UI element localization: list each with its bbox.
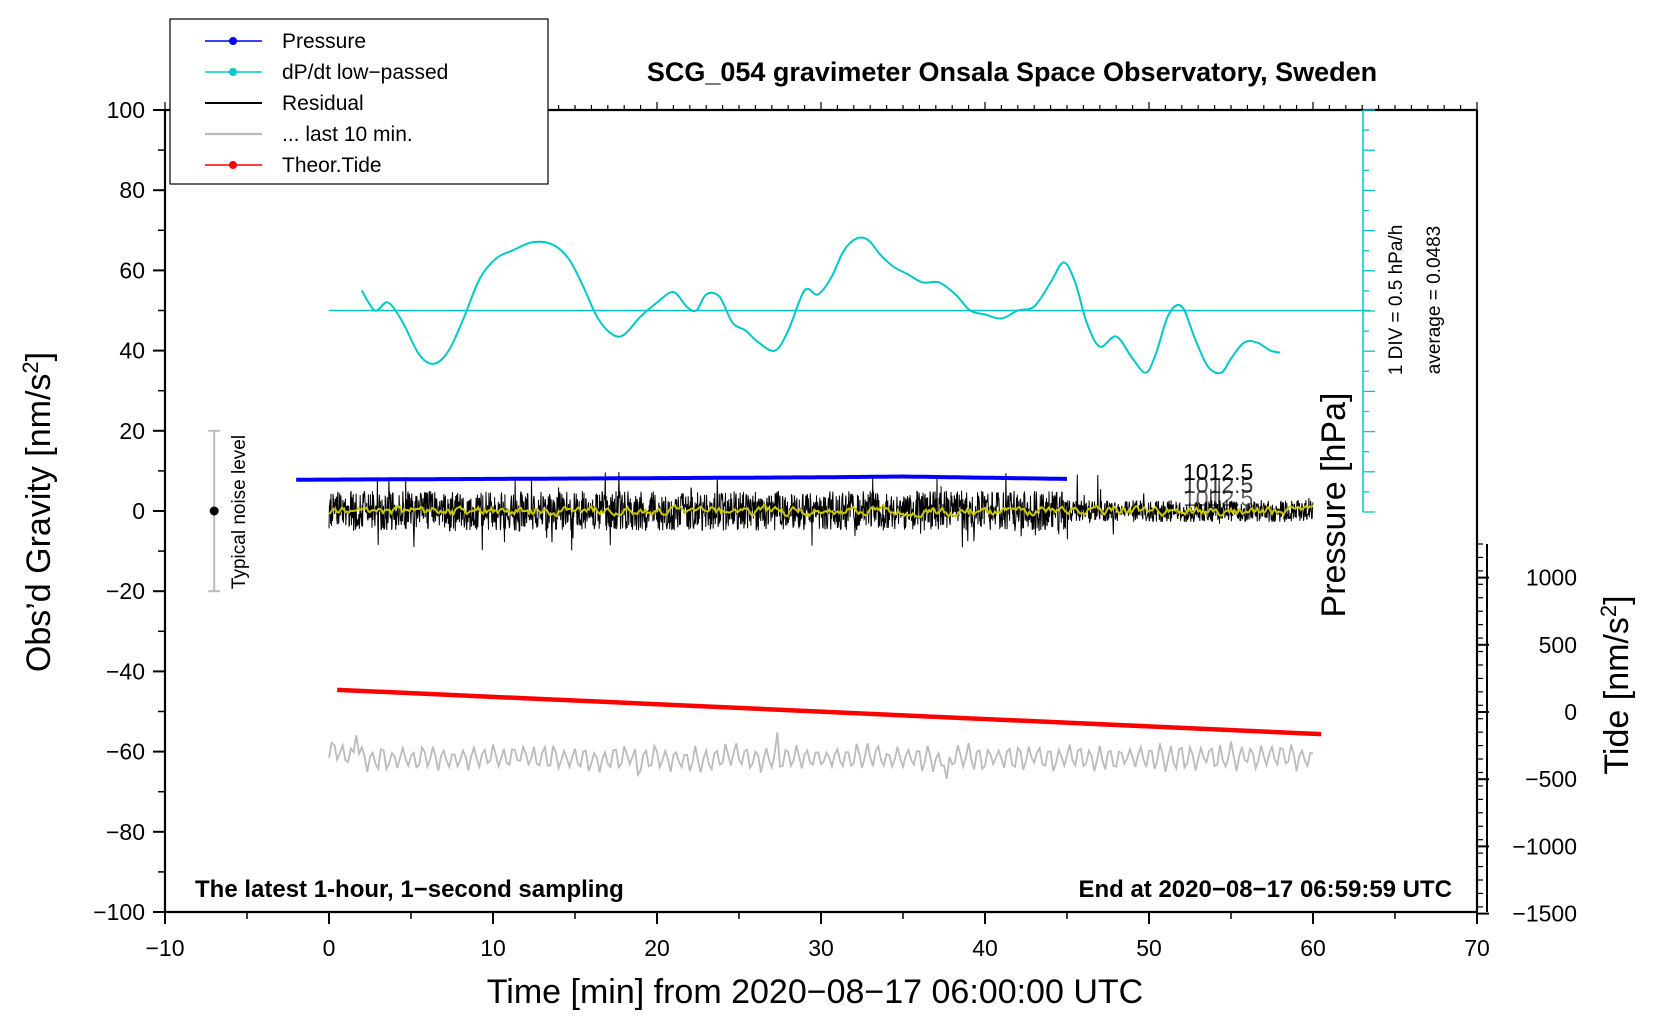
x-tick-label: 40 bbox=[972, 935, 998, 961]
y-tick-label: −60 bbox=[106, 739, 145, 765]
y-tick-label: −100 bbox=[93, 899, 145, 925]
x-tick-label: 50 bbox=[1136, 935, 1162, 961]
tide-tick-label: −1000 bbox=[1512, 833, 1577, 859]
chart-title: SCG_054 gravimeter Onsala Space Observat… bbox=[647, 57, 1377, 87]
tide-tick-label: 1000 bbox=[1526, 565, 1577, 591]
noise-level-indicator bbox=[208, 429, 221, 593]
tide-axis-label-close: ] bbox=[1598, 595, 1636, 604]
y-axis-label-close: ] bbox=[20, 352, 58, 361]
x-tick-label: −10 bbox=[145, 935, 184, 961]
tide-axis-label-text: Tide [nm/s bbox=[1598, 617, 1636, 774]
tide-axis-label-superscript: 2 bbox=[1596, 605, 1621, 617]
axis-ticks: −10 0 10 20 30 40 50 60 70100806040200−20−40−60−… bbox=[93, 97, 1577, 961]
pressure-div-label: 1 DIV = 0.5 hPa/h bbox=[1386, 225, 1407, 376]
tide-tick-label: −500 bbox=[1525, 766, 1577, 792]
legend-label: dP/dt low−passed bbox=[282, 61, 448, 84]
legend-label: ... last 10 min. bbox=[282, 123, 413, 146]
series-last-10-min bbox=[328, 732, 1313, 780]
x-tick-label: 0 bbox=[323, 935, 336, 961]
series-pressure bbox=[296, 474, 1067, 482]
y-tick-label: 40 bbox=[119, 338, 145, 364]
y-axis-label-superscript: 2 bbox=[18, 361, 43, 373]
data-series bbox=[296, 236, 1370, 780]
pressure-value-label-overlap-2: 1012.5 bbox=[1183, 485, 1253, 511]
legend-label: Theor.Tide bbox=[282, 154, 382, 177]
y-tick-label: −40 bbox=[106, 658, 145, 684]
pressure-value-label-overlap: 1012.5 bbox=[1183, 472, 1253, 498]
legend-label: Pressure bbox=[282, 30, 366, 53]
legend-marker bbox=[229, 68, 237, 76]
x-tick-label: 60 bbox=[1300, 935, 1326, 961]
noise-level-label: Typical noise level bbox=[229, 435, 250, 589]
legend-label: Residual bbox=[282, 92, 364, 115]
x-tick-label: 10 bbox=[480, 935, 506, 961]
tide-tick-label: −1500 bbox=[1512, 901, 1577, 927]
pressure-axis-label: Pressure [hPa] bbox=[1315, 393, 1353, 618]
y-tick-label: 0 bbox=[132, 498, 145, 524]
y-tick-label: 100 bbox=[107, 97, 145, 123]
y-axis-label-text: Obs’d Gravity [nm/s bbox=[20, 374, 58, 673]
x-axis-label: Time [min] from 2020−08−17 06:00:00 UTC bbox=[487, 973, 1143, 1011]
tide-tick-label: 500 bbox=[1539, 632, 1577, 658]
series-residual bbox=[328, 471, 1314, 551]
pressure-axis bbox=[1362, 109, 1375, 513]
y-axis-label: Obs’d Gravity [nm/s2] bbox=[18, 352, 58, 672]
x-tick-label: 20 bbox=[644, 935, 670, 961]
x-tick-label: 30 bbox=[808, 935, 834, 961]
pressure-value-label: 1012.5 bbox=[1183, 459, 1253, 485]
y-tick-label: −80 bbox=[106, 819, 145, 845]
series-residual-smoothed bbox=[328, 503, 1314, 518]
legend: Pressure dP/dt low−passed Residual ... last… bbox=[169, 18, 549, 185]
y-tick-label: 20 bbox=[119, 418, 145, 444]
tide-axis-label: Tide [nm/s2] bbox=[1596, 595, 1636, 774]
legend-marker bbox=[229, 161, 237, 169]
series-theor-tide bbox=[337, 687, 1322, 737]
end-time-note: End at 2020−08−17 06:59:59 UTC bbox=[1078, 876, 1452, 903]
x-tick-label: 70 bbox=[1464, 935, 1490, 961]
sampling-note: The latest 1-hour, 1−second sampling bbox=[195, 876, 624, 903]
average-label: average = 0.0483 bbox=[1424, 226, 1445, 374]
series-dpdt bbox=[360, 236, 1281, 375]
y-tick-label: −20 bbox=[106, 578, 145, 604]
legend-marker bbox=[229, 37, 237, 45]
pressure-value-tag: 1012.5 1012.5 1012.5 bbox=[1183, 459, 1253, 511]
noise-center-dot bbox=[209, 506, 219, 516]
y-tick-label: 80 bbox=[119, 177, 145, 203]
tide-tick-label: 0 bbox=[1564, 699, 1577, 725]
legend-box bbox=[169, 18, 549, 185]
y-tick-label: 60 bbox=[119, 257, 145, 283]
